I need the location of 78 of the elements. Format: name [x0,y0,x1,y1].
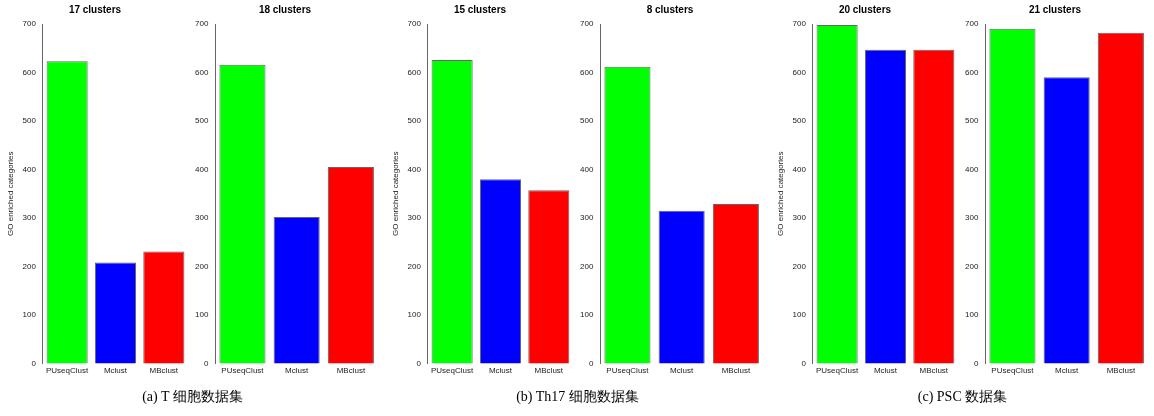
x-tick-label: Mclust [285,366,309,376]
y-tick-label: 300 [792,213,807,223]
y-tick-label: 200 [792,261,807,271]
x-tick-label: Mclust [103,366,128,376]
x-tick-label: PUseqClust [816,366,860,376]
y-tick-label: 0 [203,358,209,368]
y-tick-label: 600 [194,67,209,77]
y-tick-label: 500 [407,116,422,126]
y-tick-label: 400 [407,164,422,174]
y-tick-label: 100 [964,310,979,320]
y-tick-label: 300 [964,213,979,223]
y-tick-label: 200 [579,261,594,271]
y-tick-label: 400 [964,164,979,174]
y-tick-label: 500 [22,116,37,126]
y-tick-label: 300 [22,213,37,223]
y-tick-label: 300 [579,213,594,223]
text: (a) T 细胞数据集 [141,388,244,406]
y-tick-label: 400 [579,164,594,174]
y-tick-label: 0 [31,358,37,368]
text: (b) Th17 细胞数据集 [515,388,640,406]
y-tick-label: 600 [22,67,37,77]
y-tick-label: 200 [407,261,422,271]
y-tick-label: 700 [22,19,37,29]
y-tick-label: 600 [792,67,807,77]
chart-title: 8 clusters [646,3,694,15]
x-tick-label: MBclust [721,366,751,376]
y-tick-label: 0 [416,358,422,368]
x-tick-label: Mclust [1055,366,1079,376]
x-tick-label: PUseqClust [221,366,265,376]
chart-title: 20 clusters [838,3,892,15]
y-tick-label: 400 [22,164,37,174]
x-tick-label: PUseqClust [431,366,475,376]
y-axis-title: GO enriched categories [391,151,400,236]
x-tick-label: PUseqClust [991,366,1035,376]
y-tick-label: 200 [22,261,37,271]
x-tick-label: Mclust [488,366,513,376]
x-tick-label: MBclust [1106,366,1136,376]
x-tick-label: PUseqClust [46,366,90,376]
text: (c) PSC 数据集 [916,388,1009,406]
y-axis-title: GO enriched categories [776,151,785,236]
x-tick-label: MBclust [534,366,564,376]
x-tick-label: MBclust [149,366,179,376]
y-tick-label: 700 [579,19,594,29]
x-tick-label: PUseqClust [606,366,650,376]
y-tick-label: 0 [801,358,807,368]
y-tick-label: 700 [792,19,807,29]
x-tick-label: MBclust [336,366,366,376]
y-axis-title: GO enriched categories [6,151,15,236]
y-tick-label: 400 [792,164,807,174]
y-tick-label: 700 [407,19,422,29]
y-tick-label: 500 [194,116,209,126]
y-tick-label: 500 [964,116,979,126]
y-tick-label: 700 [964,19,979,29]
y-tick-label: 100 [194,310,209,320]
y-tick-label: 700 [194,19,209,29]
y-tick-label: 400 [194,164,209,174]
x-tick-label: Mclust [873,366,898,376]
y-tick-label: 100 [22,310,37,320]
y-tick-label: 200 [964,261,979,271]
chart-title: 21 clusters [1028,3,1082,15]
x-tick-label: MBclust [919,366,949,376]
chart-title: 17 clusters [68,3,122,15]
y-tick-label: 300 [194,213,209,223]
y-tick-label: 500 [579,116,594,126]
y-tick-label: 200 [194,261,209,271]
y-tick-label: 600 [964,67,979,77]
x-tick-label: Mclust [670,366,694,376]
y-tick-label: 100 [407,310,422,320]
y-tick-label: 300 [407,213,422,223]
y-tick-label: 100 [579,310,594,320]
y-tick-label: 0 [588,358,594,368]
y-tick-label: 600 [579,67,594,77]
y-tick-label: 100 [792,310,807,320]
y-tick-label: 0 [973,358,979,368]
chart-title: 15 clusters [453,3,507,15]
y-tick-label: 600 [407,67,422,77]
y-tick-label: 500 [792,116,807,126]
chart-title: 18 clusters [258,3,312,15]
